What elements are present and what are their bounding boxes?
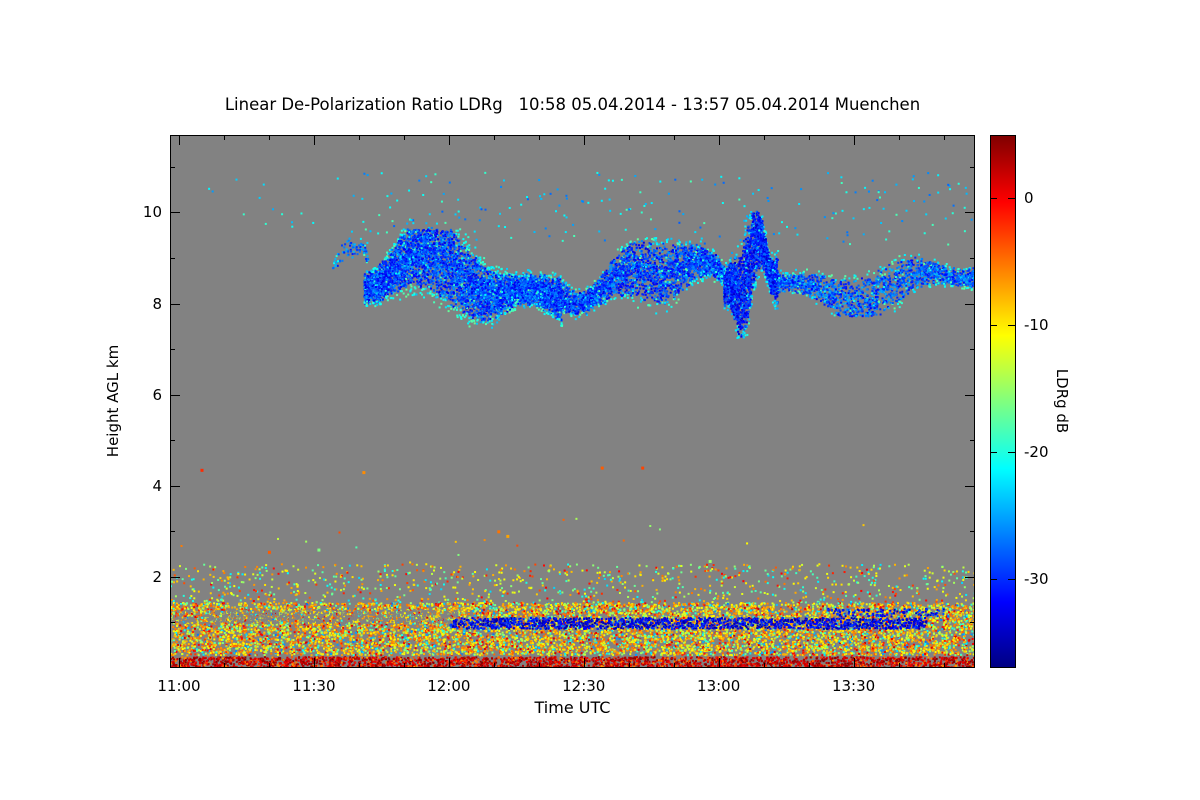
colorbar-canvas	[990, 135, 1016, 668]
y-tick-label: 4	[152, 476, 162, 495]
chart-title: Linear De-Polarization Ratio LDRg 10:58 …	[224, 95, 921, 114]
y-tick-label: 8	[152, 294, 162, 313]
x-tick-label: 11:30	[292, 677, 336, 695]
x-tick-label: 12:00	[427, 677, 471, 695]
heatmap-canvas	[170, 135, 975, 668]
colorbar-tick-label: -10	[1024, 316, 1049, 335]
x-tick-label: 13:30	[831, 677, 876, 695]
x-tick-label: 13:00	[697, 677, 741, 695]
y-tick-label: 10	[142, 203, 162, 222]
y-tick-label: 6	[152, 385, 162, 404]
colorbar-tick-label: -30	[1024, 570, 1049, 589]
x-tick-label: 12:30	[562, 677, 606, 695]
x-axis-label: Time UTC	[534, 698, 611, 717]
y-tick-label: 2	[152, 567, 162, 586]
colorbar-axis-label: LDRg dB	[1053, 368, 1071, 434]
x-tick-label: 11:00	[157, 677, 201, 695]
colorbar-tick-label: -20	[1024, 443, 1049, 462]
colorbar-tick-label: 0	[1024, 189, 1034, 208]
